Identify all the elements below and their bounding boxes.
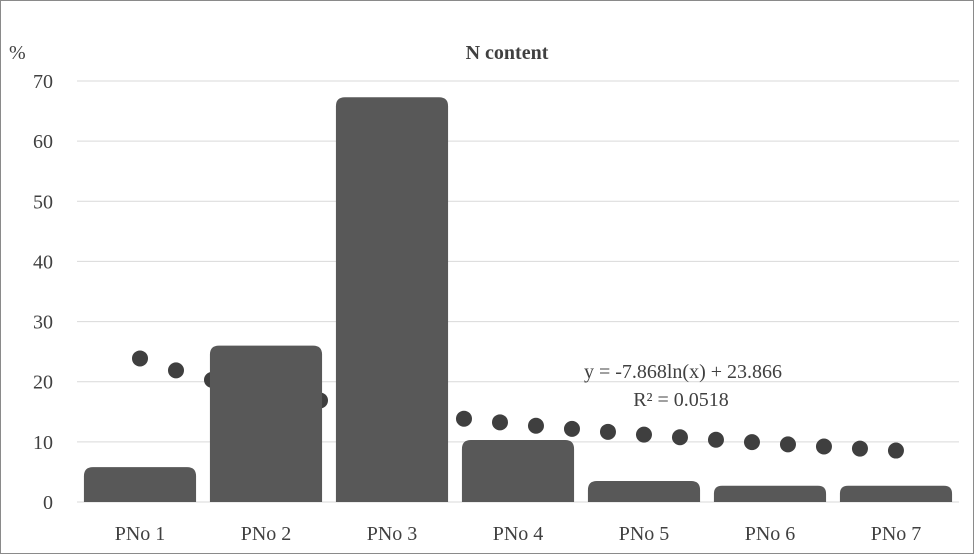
x-tick-label: PNo 1: [115, 523, 166, 545]
trendline-equation: y = -7.868ln(x) + 23.866: [584, 361, 782, 383]
x-axis-ticks: PNo 1 PNo 2 PNo 3 PNo 4 PNo 5 PNo 6 PNo 7: [115, 523, 922, 545]
trendline-dot: [456, 411, 472, 427]
x-tick-label: PNo 6: [745, 523, 796, 545]
x-tick-label: PNo 4: [493, 523, 544, 545]
trendline-dot: [564, 421, 580, 437]
trendline-dot: [780, 436, 796, 452]
y-tick-label: 40: [33, 251, 53, 273]
bar: [588, 481, 700, 502]
trendline-dot: [168, 362, 184, 378]
y-tick-label: 10: [33, 432, 53, 454]
gridlines: [77, 81, 959, 502]
x-tick-label: PNo 5: [619, 523, 670, 545]
trendline-dot: [744, 434, 760, 450]
x-tick-label: PNo 3: [367, 523, 418, 545]
y-axis-ticks: 0 10 20 30 40 50 60 70: [33, 71, 53, 514]
y-tick-label: 70: [33, 71, 53, 93]
bar: [336, 97, 448, 502]
bar: [714, 486, 826, 502]
trendline-dot: [636, 427, 652, 443]
bar: [462, 440, 574, 502]
trendline-r-squared: R² = 0.0518: [633, 389, 729, 411]
trendline-dot: [708, 432, 724, 448]
trendline-dot: [492, 414, 508, 430]
trendline-dot: [888, 443, 904, 459]
trendline-dot: [132, 350, 148, 366]
chart-title: N content: [466, 42, 549, 64]
trendline-dot: [852, 441, 868, 457]
trendline-dot: [672, 429, 688, 445]
bar: [840, 486, 952, 502]
x-tick-label: PNo 2: [241, 523, 292, 545]
bar: [84, 467, 196, 502]
y-tick-label: 50: [33, 191, 53, 213]
trendline-dot: [600, 424, 616, 440]
y-tick-label: 60: [33, 131, 53, 153]
y-tick-label: 20: [33, 372, 53, 394]
y-tick-label: 30: [33, 312, 53, 334]
bar: [210, 346, 322, 502]
trendline-dot: [528, 418, 544, 434]
y-axis-label: %: [9, 42, 26, 64]
trendline-dot: [816, 439, 832, 455]
x-tick-label: PNo 7: [871, 523, 922, 545]
y-tick-label: 0: [43, 492, 53, 514]
